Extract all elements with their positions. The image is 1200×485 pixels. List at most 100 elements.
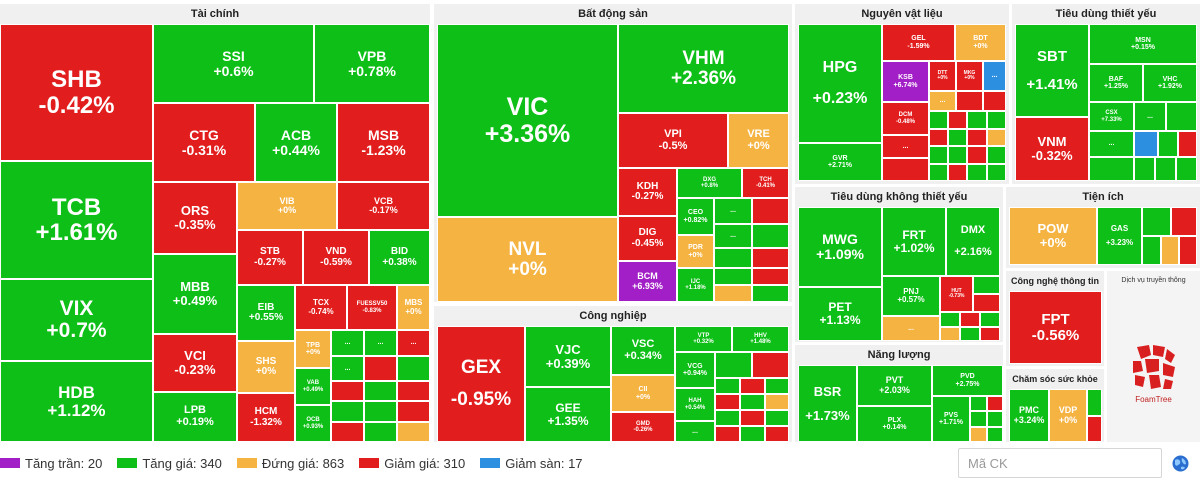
- stock-tile-small[interactable]: [987, 129, 1006, 146]
- stock-tile-small[interactable]: [929, 164, 948, 181]
- stock-tile-cii[interactable]: CII +0%: [611, 375, 675, 412]
- stock-tile-vic[interactable]: VIC +3.36%: [437, 24, 618, 217]
- stock-tile-small[interactable]: [752, 198, 789, 224]
- stock-tile-small[interactable]: [970, 396, 987, 411]
- stock-tile-small[interactable]: [752, 224, 789, 248]
- stock-tile-small[interactable]: [397, 356, 430, 381]
- stock-tile-tcx[interactable]: TCX -0.74%: [295, 285, 347, 330]
- stock-tile-pet[interactable]: PET +1.13%: [798, 287, 882, 341]
- stock-tile-lpb[interactable]: LPB +0.19%: [153, 392, 237, 442]
- stock-tile-small[interactable]: [765, 378, 789, 394]
- stock-tile-small[interactable]: [882, 158, 929, 181]
- stock-tile-vnm[interactable]: VNM -0.32%: [1015, 117, 1089, 181]
- stock-tile-pvt[interactable]: PVT +2.03%: [857, 365, 932, 406]
- stock-tile-dig[interactable]: DIG -0.45%: [618, 216, 677, 261]
- stock-tile-pdr[interactable]: PDR +0%: [677, 235, 714, 268]
- stock-tile-small[interactable]: [948, 129, 967, 146]
- stock-tile-small[interactable]: [1155, 157, 1176, 181]
- stock-tile-small[interactable]: [715, 410, 740, 426]
- stock-tile-small[interactable]: [740, 426, 765, 442]
- stock-tile-acb[interactable]: ACB +0.44%: [255, 103, 337, 182]
- stock-tile-pvd[interactable]: PVD +2.75%: [932, 365, 1003, 396]
- stock-tile-mbb[interactable]: MBB +0.49%: [153, 254, 237, 334]
- stock-tile-small[interactable]: [715, 352, 752, 378]
- stock-tile-small[interactable]: ...: [714, 224, 752, 248]
- stock-tile-small[interactable]: [987, 411, 1003, 427]
- stock-tile-ors[interactable]: ORS -0.35%: [153, 182, 237, 254]
- stock-tile-hah[interactable]: HAH +0.54%: [675, 388, 715, 421]
- stock-tile-small[interactable]: [752, 248, 789, 268]
- stock-tile-gex[interactable]: GEX -0.95%: [437, 326, 525, 442]
- stock-tile-ctg[interactable]: CTG -0.31%: [153, 103, 255, 182]
- stock-tile-small[interactable]: [714, 285, 752, 302]
- stock-tile-small[interactable]: [980, 312, 1000, 327]
- stock-tile-small[interactable]: [1134, 157, 1155, 181]
- stock-tile-vhc[interactable]: VHC +1.92%: [1143, 64, 1197, 102]
- stock-tile-shs[interactable]: SHS +0%: [237, 341, 295, 393]
- stock-tile-small[interactable]: [967, 111, 987, 129]
- stock-tile-small[interactable]: [973, 276, 1000, 294]
- globe-icon[interactable]: [1172, 455, 1189, 472]
- stock-tile-msn[interactable]: MSN +0.15%: [1089, 24, 1197, 64]
- stock-tile-stb[interactable]: STB -0.27%: [237, 230, 303, 285]
- stock-tile-small[interactable]: [1087, 389, 1102, 416]
- stock-tile-kdh[interactable]: KDH -0.27%: [618, 168, 677, 216]
- stock-tile-small[interactable]: [331, 422, 364, 442]
- stock-tile-bid[interactable]: BID +0.38%: [369, 230, 430, 285]
- stock-tile-vpi[interactable]: VPI -0.5%: [618, 113, 728, 168]
- stock-tile-vtp[interactable]: VTP +0.32%: [675, 326, 732, 352]
- stock-tile-vnd[interactable]: VND -0.59%: [303, 230, 369, 285]
- stock-tile-small[interactable]: ...: [331, 356, 364, 381]
- stock-tile-small[interactable]: [1089, 157, 1134, 181]
- stock-tile-small[interactable]: [956, 91, 983, 111]
- stock-tile-small[interactable]: ...: [675, 421, 715, 442]
- stock-tile-small[interactable]: [960, 327, 980, 341]
- stock-tile-shb[interactable]: SHB -0.42%: [0, 24, 153, 161]
- stock-tile-small[interactable]: [940, 327, 960, 341]
- stock-tile-bdt[interactable]: BDT +0%: [955, 24, 1006, 61]
- stock-tile-small[interactable]: [397, 422, 430, 442]
- stock-tile-msb[interactable]: MSB -1.23%: [337, 103, 430, 182]
- stock-tile-vix[interactable]: VIX +0.7%: [0, 279, 153, 361]
- stock-tile-small[interactable]: [364, 381, 397, 401]
- stock-tile-small[interactable]: ...: [331, 330, 364, 356]
- stock-tile-vab[interactable]: VAB +0.49%: [295, 368, 331, 405]
- stock-tile-small[interactable]: [970, 427, 987, 442]
- stock-tile-small[interactable]: [967, 146, 987, 164]
- stock-tile-small[interactable]: [948, 164, 967, 181]
- stock-tile-small[interactable]: [364, 356, 397, 381]
- stock-tile-small[interactable]: [1166, 102, 1197, 131]
- stock-tile-small[interactable]: [765, 410, 789, 426]
- stock-tile-small[interactable]: ...: [364, 330, 397, 356]
- stock-tile-hhv[interactable]: HHV +1.48%: [732, 326, 789, 352]
- stock-tile-small[interactable]: [1176, 157, 1197, 181]
- stock-tile-dcm[interactable]: DCM -0.48%: [882, 102, 929, 135]
- stock-tile-small[interactable]: [987, 111, 1006, 129]
- stock-tile-gas[interactable]: GAS +3.23%: [1097, 207, 1142, 265]
- stock-tile-small[interactable]: [740, 394, 765, 410]
- stock-tile-small[interactable]: [715, 394, 740, 410]
- stock-tile-small[interactable]: [967, 129, 987, 146]
- stock-tile-tcb[interactable]: TCB +1.61%: [0, 161, 153, 279]
- stock-tile-small[interactable]: [973, 294, 1000, 312]
- stock-tile-small[interactable]: [1158, 131, 1178, 157]
- stock-tile-vib[interactable]: VIB +0%: [237, 182, 337, 230]
- stock-tile-small[interactable]: [714, 248, 752, 268]
- stock-tile-small[interactable]: ...: [983, 61, 1006, 91]
- stock-tile-small[interactable]: [1178, 131, 1197, 157]
- stock-tile-hpg[interactable]: HPG +0.23%: [798, 24, 882, 143]
- stock-tile-small[interactable]: [364, 401, 397, 422]
- stock-tile-small[interactable]: [1171, 207, 1197, 236]
- stock-tile-small[interactable]: [715, 378, 740, 394]
- stock-tile-gel[interactable]: GEL -1.59%: [882, 24, 955, 61]
- stock-tile-small[interactable]: [331, 401, 364, 422]
- stock-tile-pvs[interactable]: PVS +1.71%: [932, 396, 970, 442]
- stock-tile-small[interactable]: [714, 268, 752, 285]
- stock-tile-small[interactable]: [929, 146, 948, 164]
- stock-tile-vci[interactable]: VCI -0.23%: [153, 334, 237, 392]
- stock-tile-small[interactable]: [1087, 416, 1102, 442]
- stock-tile-small[interactable]: [980, 327, 1000, 341]
- stock-tile-vsc[interactable]: VSC +0.34%: [611, 326, 675, 375]
- stock-tile-small[interactable]: [715, 426, 740, 442]
- stock-tile-sbt[interactable]: SBT +1.41%: [1015, 24, 1089, 117]
